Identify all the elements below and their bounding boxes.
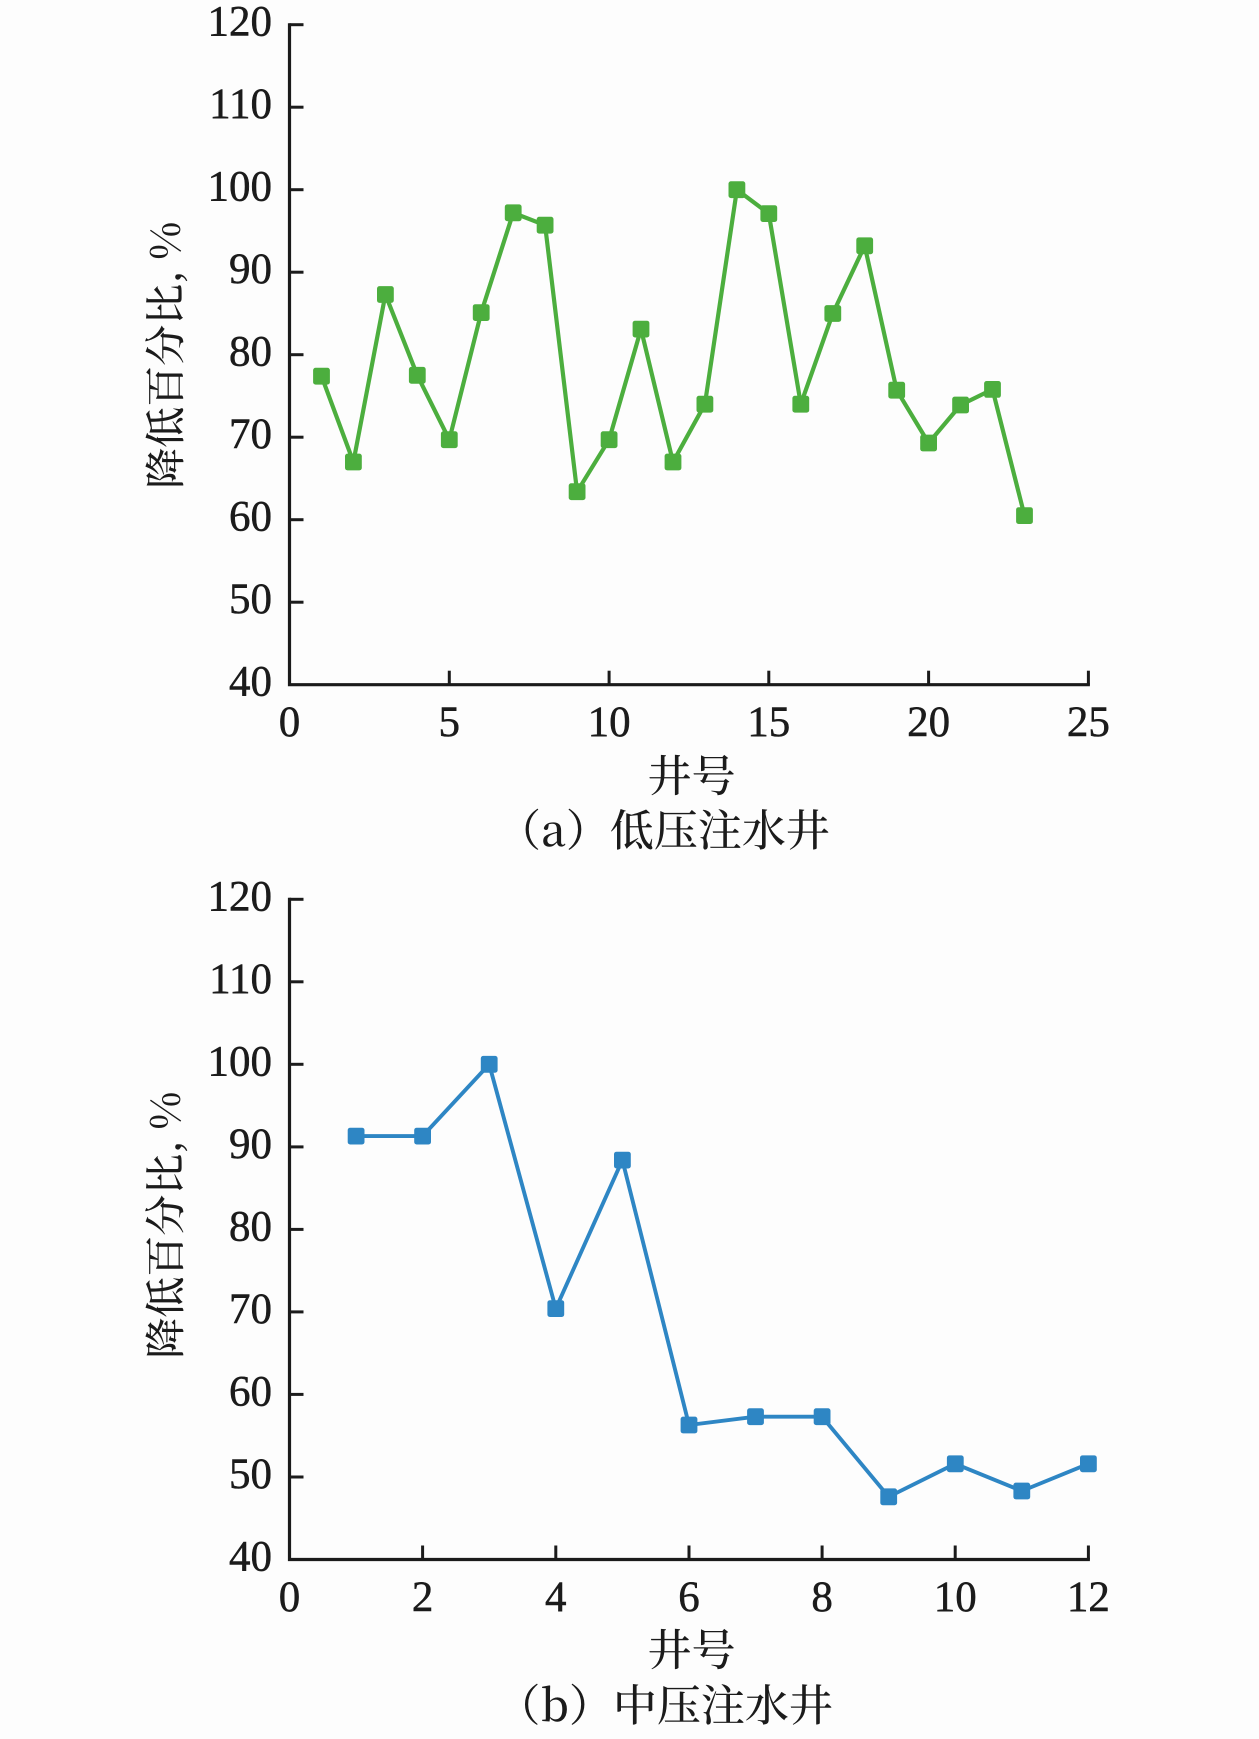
svg-text:10: 10 [934, 1574, 977, 1621]
svg-text:70: 70 [229, 1286, 272, 1333]
svg-text:80: 80 [229, 329, 272, 376]
svg-text:60: 60 [229, 494, 272, 541]
svg-text:110: 110 [209, 956, 272, 1003]
svg-text:90: 90 [229, 246, 272, 293]
svg-text:60: 60 [229, 1368, 272, 1415]
svg-text:50: 50 [229, 576, 272, 623]
svg-text:12: 12 [1067, 1574, 1110, 1621]
svg-text:40: 40 [229, 1534, 272, 1581]
svg-text:70: 70 [229, 411, 272, 458]
svg-text:100: 100 [208, 1038, 273, 1085]
svg-text:0: 0 [279, 1574, 301, 1621]
svg-text:90: 90 [229, 1121, 272, 1168]
svg-text:10: 10 [588, 699, 631, 746]
svg-text:120: 120 [208, 0, 273, 46]
svg-text:8: 8 [811, 1574, 833, 1621]
svg-text:4: 4 [545, 1574, 567, 1621]
svg-text:25: 25 [1067, 699, 1110, 746]
svg-text:6: 6 [678, 1574, 700, 1621]
svg-text:80: 80 [229, 1203, 272, 1250]
svg-text:110: 110 [209, 81, 272, 128]
svg-text:5: 5 [439, 699, 461, 746]
svg-text:120: 120 [208, 873, 273, 920]
svg-text:40: 40 [229, 659, 272, 706]
svg-text:2: 2 [412, 1574, 434, 1621]
svg-text:20: 20 [907, 699, 950, 746]
svg-text:100: 100 [208, 164, 273, 211]
svg-text:0: 0 [279, 699, 301, 746]
svg-text:15: 15 [747, 699, 790, 746]
svg-text:50: 50 [229, 1451, 272, 1498]
